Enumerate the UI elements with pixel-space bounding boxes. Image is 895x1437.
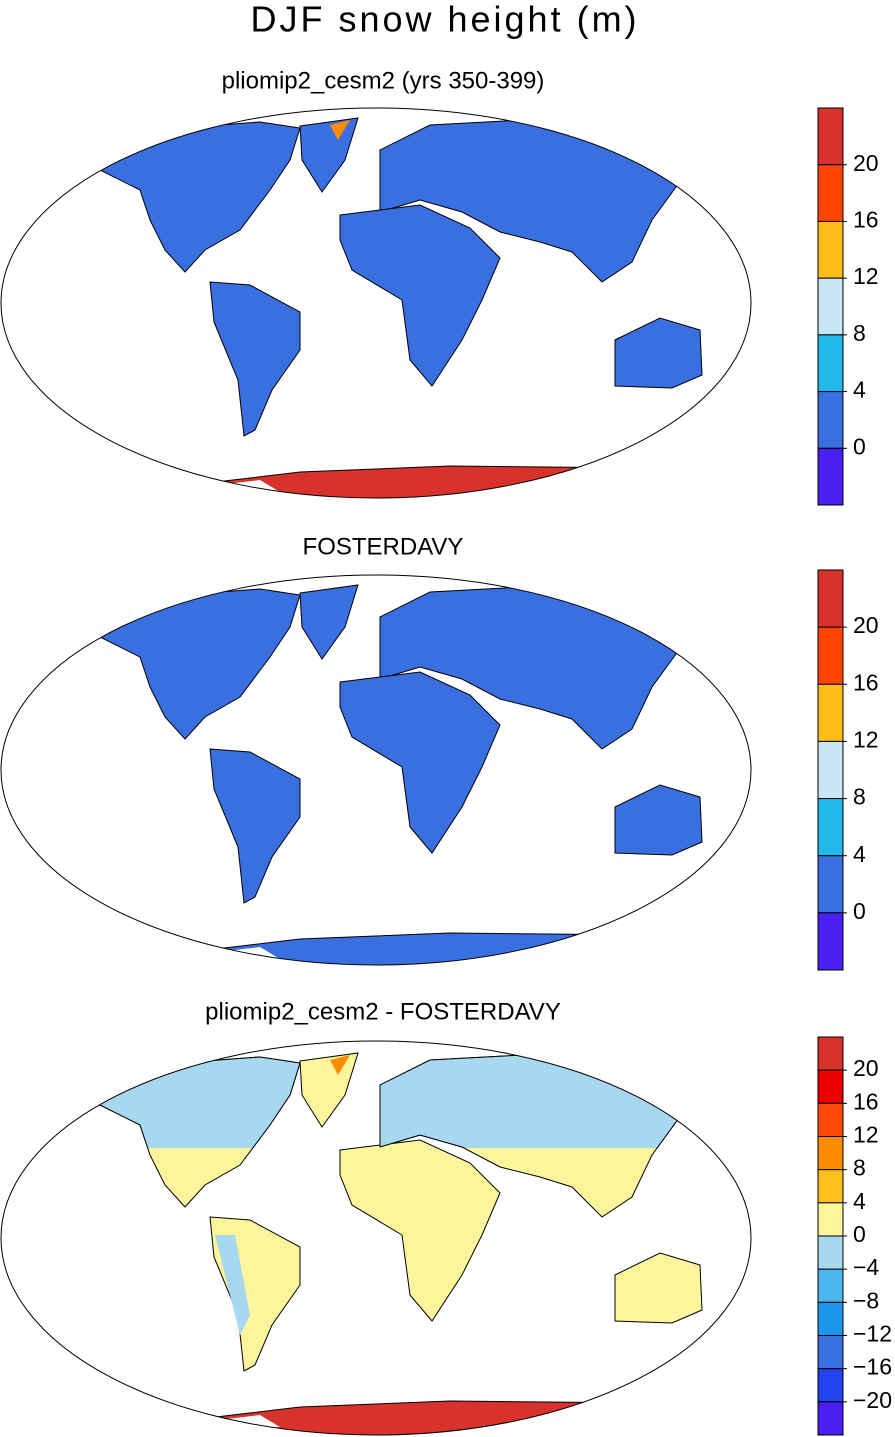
land: [339, 204, 501, 387]
colorbar-label: −4: [853, 1254, 879, 1280]
colorbar-box: [817, 1136, 844, 1171]
land: [209, 281, 301, 437]
land: [339, 671, 501, 854]
map-border: [0, 574, 752, 966]
land: [299, 1052, 359, 1128]
colorbar-label: 16: [853, 207, 879, 233]
colorbar-label: 12: [853, 727, 879, 753]
colorbar-box: [817, 1301, 844, 1337]
land: [89, 121, 301, 273]
panel-title: pliomip2_cesm2 (yrs 350-399): [222, 67, 545, 94]
colorbar-box: [817, 1235, 844, 1270]
colorbar-label: 0: [853, 1221, 866, 1247]
map: [1, 108, 751, 498]
colorbar-box: [817, 1335, 844, 1370]
map: [1, 575, 751, 965]
colorbar-box: [817, 220, 844, 279]
colorbar-label: −20: [853, 1387, 892, 1413]
ice-cap: [330, 120, 350, 140]
colorbar-box: [817, 1368, 844, 1403]
land: [614, 317, 703, 389]
colorbar-box: [817, 569, 844, 628]
colorbar-box: [817, 277, 844, 336]
colorbar-box: [817, 1268, 844, 1303]
colorbar-label: 16: [853, 669, 879, 695]
colorbar-box: [817, 1169, 844, 1204]
colorbar-label: 8: [853, 784, 866, 810]
colorbar-label: 0: [853, 433, 866, 459]
panel-title: pliomip2_cesm2 - FOSTERDAVY: [205, 998, 561, 1025]
colorbar-label: 8: [853, 320, 866, 346]
colorbar-box: [817, 447, 844, 506]
colorbar-box: [817, 626, 844, 685]
colorbar-box: [817, 334, 844, 393]
land: [215, 1235, 250, 1335]
colorbar-box: [817, 855, 844, 914]
panel-title: FOSTERDAVY: [303, 533, 464, 560]
land: [89, 588, 301, 740]
colorbar-label: −8: [853, 1287, 879, 1313]
figure-title: DJF snow height (m): [250, 0, 639, 40]
land: [614, 784, 703, 856]
colorbar-box: [817, 912, 844, 971]
land: [209, 748, 301, 904]
land: [89, 1056, 301, 1148]
colorbar-box: [817, 798, 844, 857]
colorbar-label: −12: [853, 1321, 892, 1347]
map-border: [0, 1040, 752, 1436]
colorbar-box: [817, 1102, 844, 1138]
colorbar-label: 4: [853, 377, 866, 403]
land: [339, 1139, 501, 1322]
colorbar-box: [817, 1069, 844, 1104]
colorbar-label: 16: [853, 1088, 879, 1114]
colorbar-box: [817, 740, 844, 800]
colorbar-box: [817, 683, 844, 742]
colorbar-box: [817, 1036, 844, 1071]
colorbar-label: 12: [853, 1122, 879, 1148]
colorbar-label: 8: [853, 1155, 866, 1181]
land: [614, 1252, 703, 1324]
colorbar-label: 20: [853, 150, 879, 176]
colorbar-box: [817, 1401, 844, 1436]
map: [1, 1041, 751, 1435]
colorbar-box: [817, 164, 844, 222]
colorbar-box: [817, 391, 844, 449]
colorbar-label: 20: [853, 612, 879, 638]
colorbar-label: 4: [853, 841, 866, 867]
ice-cap: [330, 1055, 350, 1075]
colorbar-box: [817, 107, 844, 166]
land: [299, 117, 359, 193]
colorbar-box: [817, 1202, 844, 1237]
colorbar-label: 4: [853, 1188, 866, 1214]
land: [299, 584, 359, 660]
colorbar-label: 12: [853, 263, 879, 289]
colorbar-label: 20: [853, 1055, 879, 1081]
colorbar-label: 0: [853, 898, 866, 924]
colorbar-label: −16: [853, 1354, 892, 1380]
map-border: [0, 107, 752, 499]
